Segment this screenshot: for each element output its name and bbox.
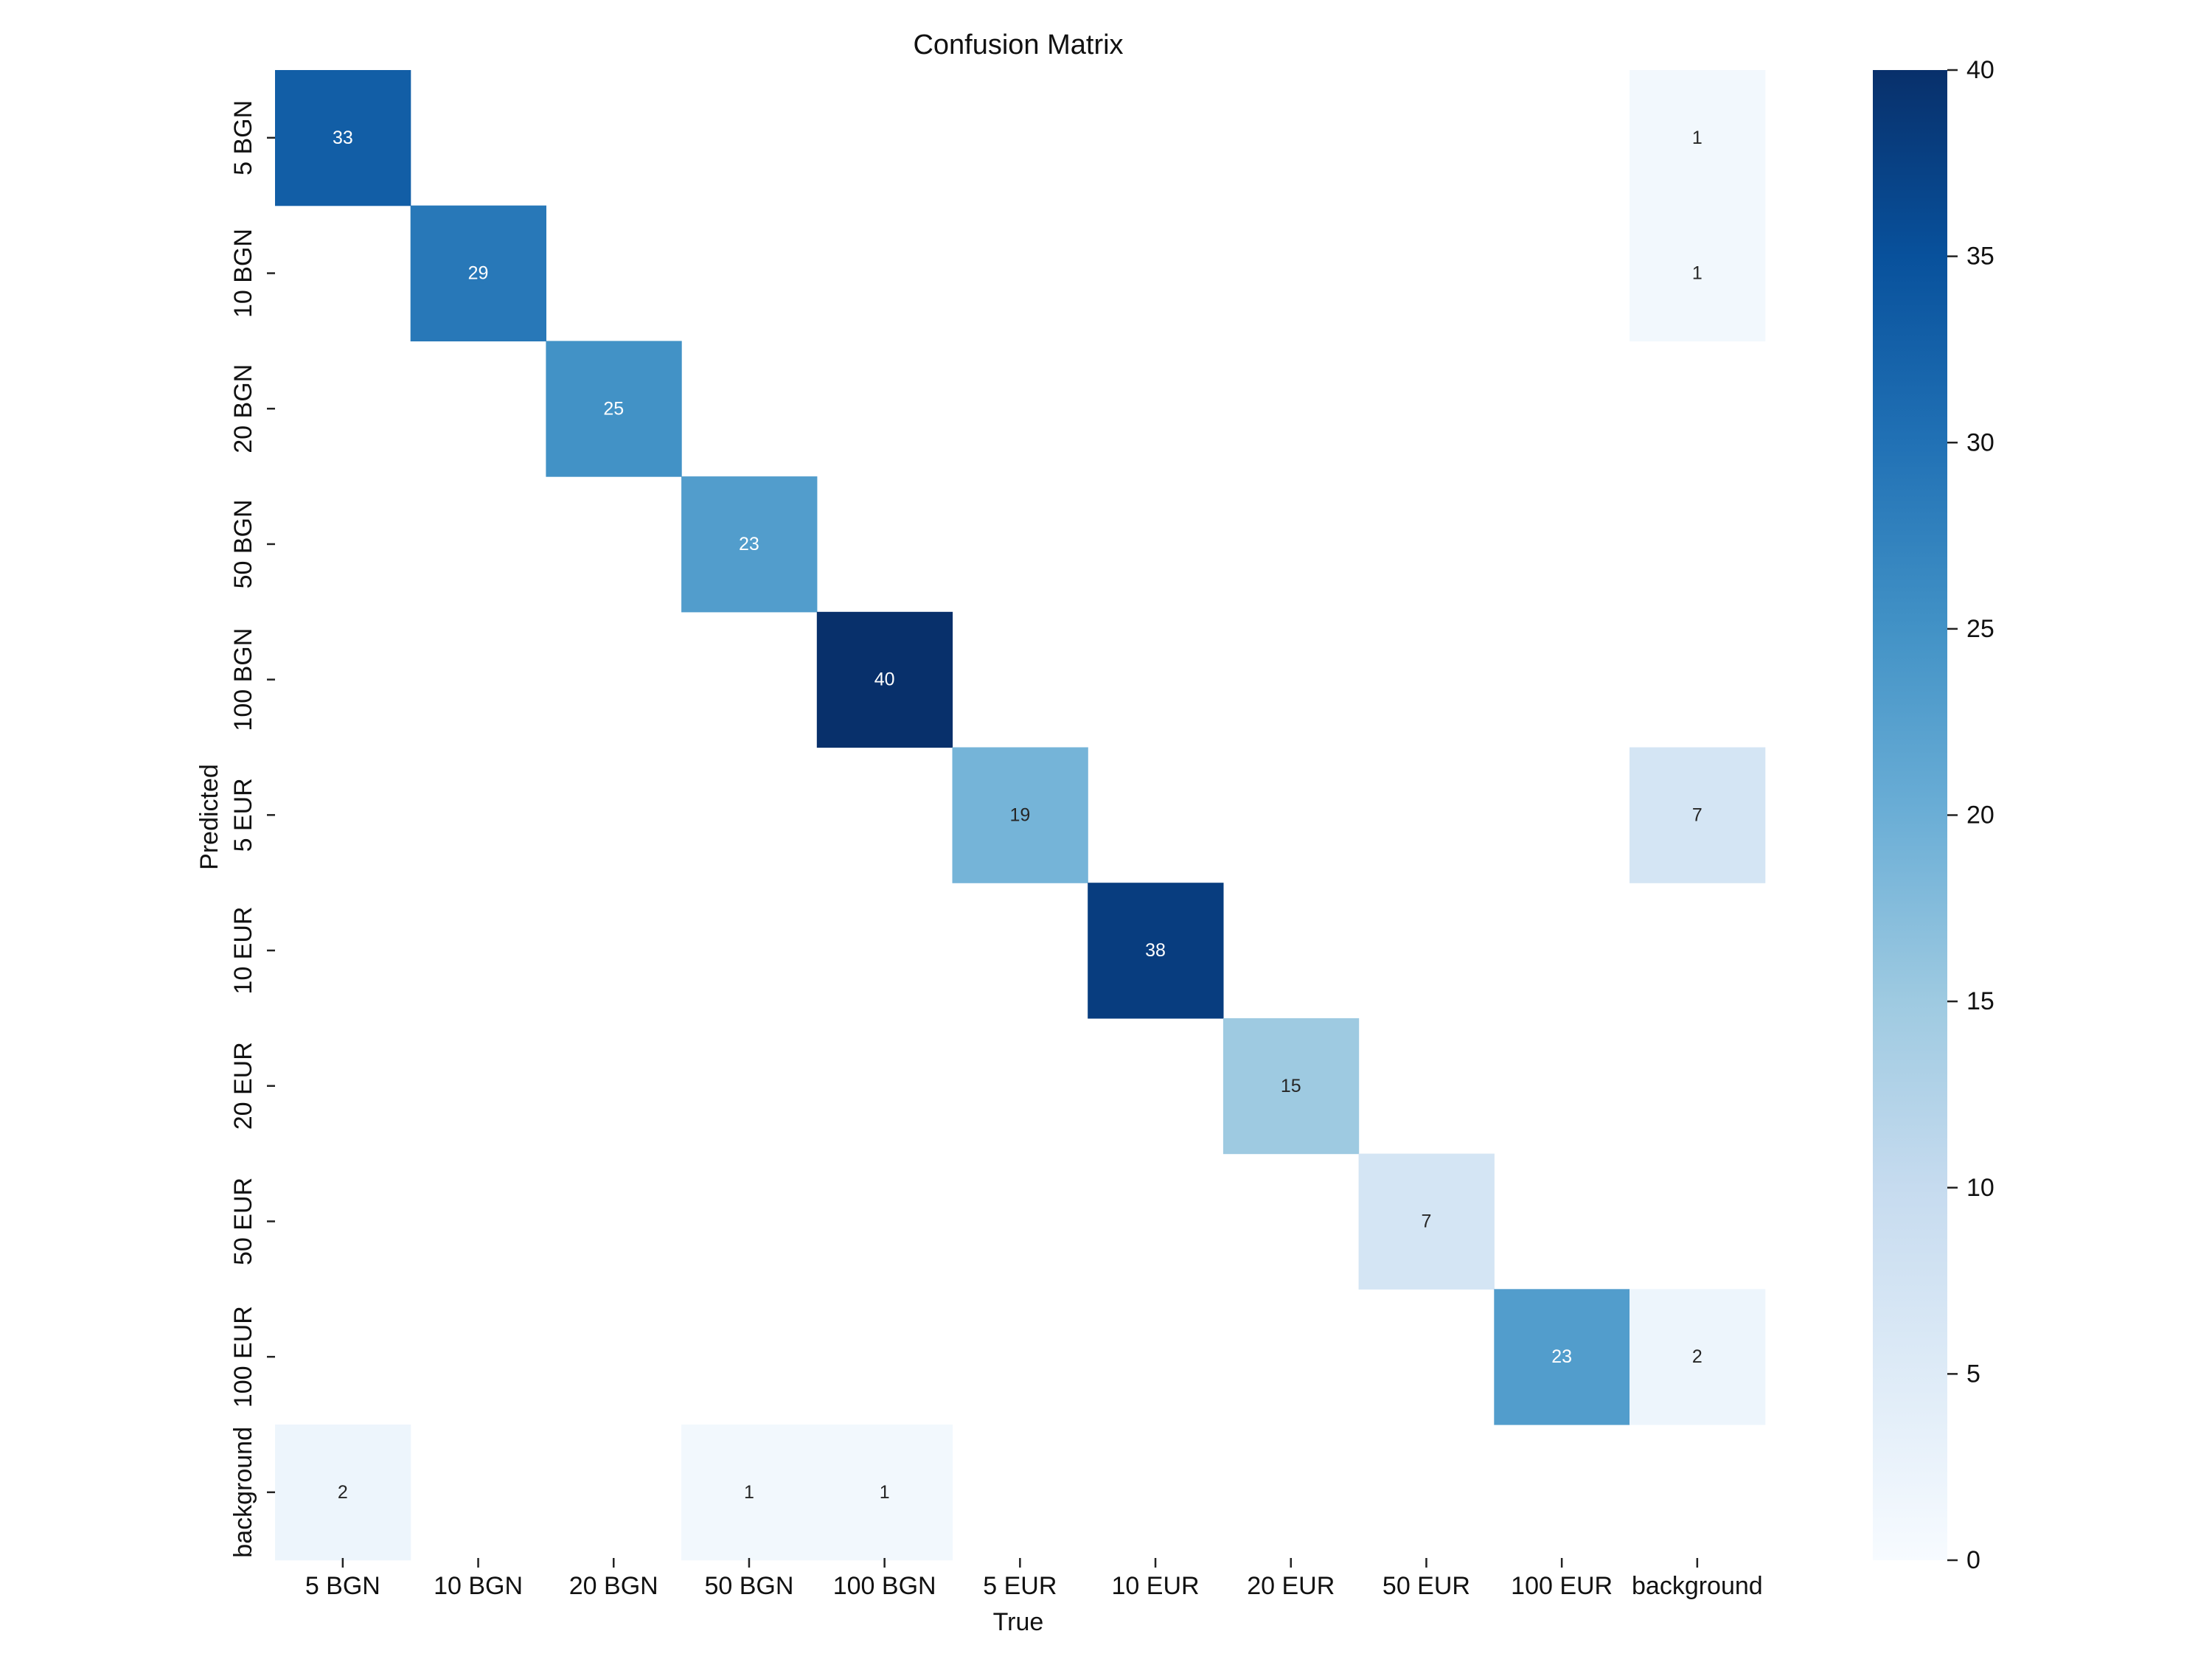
cell-value-label: 7 bbox=[1692, 804, 1703, 825]
heatmap-cell bbox=[410, 205, 546, 341]
y-tick-label: 100 EUR bbox=[229, 1306, 257, 1408]
cell-value-label: 7 bbox=[1421, 1211, 1431, 1231]
x-tick-label: 100 BGN bbox=[833, 1572, 936, 1600]
y-tick-label: 5 EUR bbox=[229, 778, 257, 852]
x-tick-label: 20 EUR bbox=[1247, 1572, 1335, 1600]
heatmap-cells bbox=[275, 70, 1766, 1561]
colorbar-tick-label: 5 bbox=[1966, 1360, 1980, 1388]
heatmap-cell bbox=[1494, 1289, 1630, 1425]
colorbar-tick-label: 20 bbox=[1966, 801, 1994, 830]
cell-value-label: 1 bbox=[1692, 263, 1703, 284]
x-tick-label: 20 BGN bbox=[569, 1572, 658, 1600]
heatmap-cell bbox=[1222, 1018, 1360, 1155]
heatmap-cell bbox=[275, 1425, 411, 1561]
y-tick-label: 20 EUR bbox=[229, 1042, 257, 1130]
x-tick-label: 100 EUR bbox=[1511, 1572, 1613, 1600]
x-axis-label: True bbox=[993, 1608, 1044, 1636]
x-tick-label: 50 EUR bbox=[1382, 1572, 1470, 1600]
x-tick-label: 5 EUR bbox=[983, 1572, 1057, 1600]
colorbar-tick-label: 30 bbox=[1966, 428, 1994, 456]
heatmap-cell bbox=[275, 70, 411, 206]
y-tick-label: 50 EUR bbox=[229, 1178, 257, 1265]
colorbar-tick-label: 15 bbox=[1966, 987, 1994, 1015]
y-tick-label: 5 BGN bbox=[229, 100, 257, 175]
heatmap-cell bbox=[1358, 1153, 1495, 1290]
cell-value-label: 33 bbox=[333, 128, 353, 148]
colorbar-tick-label: 0 bbox=[1966, 1546, 1980, 1574]
cell-value-label: 2 bbox=[1692, 1346, 1703, 1367]
colorbar: 0 5 10 15 20 25 30 35 40 bbox=[1873, 56, 1994, 1574]
colorbar-tick-label: 10 bbox=[1966, 1174, 1994, 1202]
heatmap-cell bbox=[1630, 747, 1766, 883]
colorbar-tick-label: 40 bbox=[1966, 56, 1994, 84]
x-axis: 5 BGN 10 BGN 20 BGN 50 BGN 100 BGN 5 EUR 10 EU… bbox=[305, 1558, 1763, 1600]
heatmap-cell bbox=[816, 611, 953, 748]
y-tick-label: 10 BGN bbox=[229, 229, 257, 318]
colorbar-tick-label: 35 bbox=[1966, 243, 1994, 271]
x-tick-label: background bbox=[1632, 1572, 1763, 1600]
heatmap-cell bbox=[1630, 1289, 1766, 1425]
y-axis-label: Predicted bbox=[195, 764, 223, 870]
cell-value-label: 40 bbox=[874, 669, 895, 690]
heatmap-cell bbox=[681, 476, 818, 613]
cell-value-label: 38 bbox=[1145, 940, 1166, 961]
cell-value-label: 15 bbox=[1281, 1076, 1301, 1096]
x-tick-label: 10 BGN bbox=[434, 1572, 523, 1600]
heatmap-cell bbox=[1088, 883, 1224, 1019]
cell-value-label: 23 bbox=[739, 534, 759, 554]
heatmap-cell bbox=[816, 1425, 953, 1561]
cell-value-label: 19 bbox=[1009, 804, 1030, 825]
cell-value-label: 29 bbox=[468, 263, 489, 284]
cell-value-label: 1 bbox=[744, 1482, 754, 1503]
y-tick-label: 50 BGN bbox=[229, 499, 257, 588]
x-tick-label: 10 EUR bbox=[1112, 1572, 1200, 1600]
heatmap-cell bbox=[681, 1425, 818, 1561]
heatmap-cell-labels: 33 1 29 1 25 23 40 19 7 38 15 7 23 2 2 1 1 bbox=[333, 128, 1703, 1503]
x-tick-label: 50 BGN bbox=[704, 1572, 793, 1600]
y-tick-label: 20 BGN bbox=[229, 364, 257, 453]
cell-value-label: 1 bbox=[880, 1482, 890, 1503]
y-tick-label: background bbox=[229, 1427, 257, 1558]
cell-value-label: 25 bbox=[603, 398, 624, 419]
heatmap-cell bbox=[952, 747, 1088, 883]
y-tick-label: 10 EUR bbox=[229, 907, 257, 995]
heatmap-cell bbox=[1630, 70, 1766, 206]
colorbar-gradient bbox=[1873, 70, 1947, 1560]
cell-value-label: 1 bbox=[1692, 128, 1703, 148]
x-tick-label: 5 BGN bbox=[305, 1572, 380, 1600]
chart-title: Confusion Matrix bbox=[913, 29, 1123, 60]
heatmap-cell bbox=[1630, 205, 1766, 341]
colorbar-tick-label: 25 bbox=[1966, 615, 1994, 643]
y-tick-label: 100 BGN bbox=[229, 628, 257, 731]
cell-value-label: 23 bbox=[1551, 1346, 1572, 1367]
heatmap-cell bbox=[546, 341, 682, 477]
cell-value-label: 2 bbox=[338, 1482, 348, 1503]
y-axis: 5 BGN 10 BGN 20 BGN 50 BGN 100 BGN 5 EUR 10 EU… bbox=[229, 100, 275, 1558]
